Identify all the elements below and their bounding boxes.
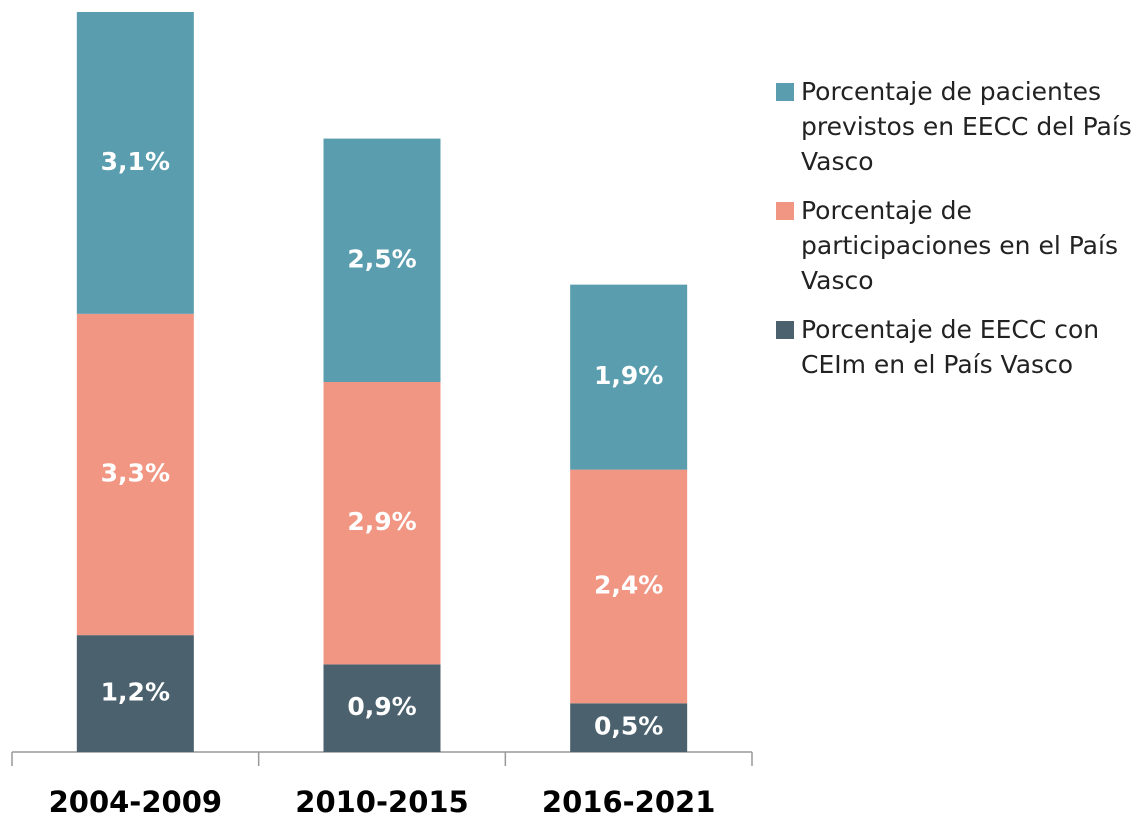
x-tick-label: 2004-2009 [49, 785, 222, 816]
data-label: 1,2% [101, 678, 170, 707]
bar-segment [323, 382, 441, 665]
x-tick-label: 2016-2021 [542, 785, 715, 816]
data-label: 1,9% [594, 361, 663, 390]
legend-label: Porcentaje de participaciones en el País… [801, 196, 1118, 295]
legend-item: Porcentaje de participaciones en el País… [776, 193, 1136, 298]
data-label: 3,3% [101, 459, 170, 488]
bar-segment [323, 664, 441, 752]
data-label: 3,1% [101, 147, 170, 176]
x-tick-label: 2010-2015 [295, 785, 468, 816]
legend-label: Porcentaje de EECC con CEIm en el País V… [801, 315, 1100, 379]
bar-segment [323, 138, 441, 382]
chart: 1,2% 3,3% 3,1% 2004-2009 0,9% 2,9% 2,5% 2010-20… [11, 12, 753, 819]
legend-swatch [776, 83, 794, 101]
data-label: 2,9% [347, 507, 416, 536]
data-label: 0,9% [347, 692, 416, 721]
bar-segment [76, 12, 194, 314]
bar-segment [76, 313, 194, 636]
data-label: 2,4% [594, 570, 663, 599]
legend-label: Porcentaje de pacientes previstos en EEC… [801, 77, 1132, 176]
bar-segment [570, 284, 688, 470]
data-label: 0,5% [594, 712, 663, 741]
data-label: 2,5% [347, 244, 416, 273]
legend-swatch [776, 321, 794, 339]
legend: Porcentaje de pacientes previstos en EEC… [776, 74, 1136, 396]
bar-segment [570, 703, 688, 752]
bar-segment [76, 635, 194, 752]
legend-item: Porcentaje de pacientes previstos en EEC… [776, 74, 1136, 179]
legend-item: Porcentaje de EECC con CEIm en el País V… [776, 312, 1136, 382]
bar-segment [570, 469, 688, 704]
legend-swatch [776, 202, 794, 220]
